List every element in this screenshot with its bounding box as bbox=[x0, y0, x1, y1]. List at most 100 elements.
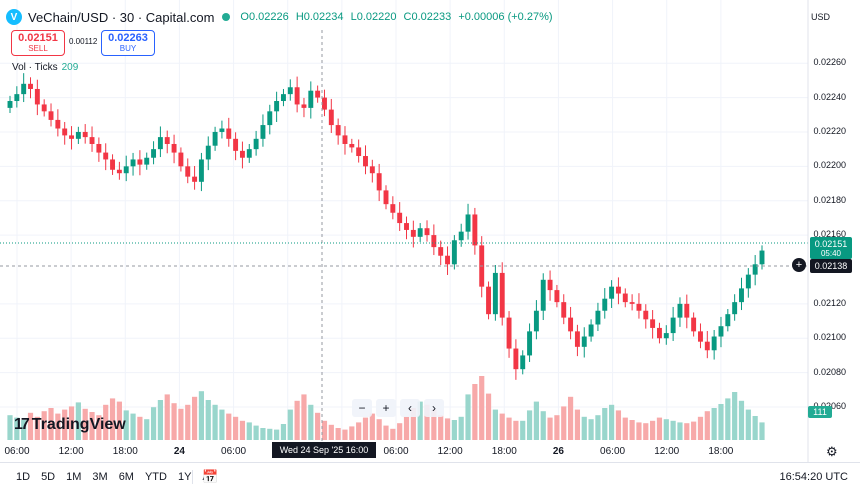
volume-bar bbox=[390, 428, 396, 440]
volume-legend[interactable]: Vol · Ticks 209 bbox=[12, 62, 78, 73]
range-1y[interactable]: 1Y bbox=[177, 471, 192, 483]
candle bbox=[219, 120, 225, 139]
close-value: C0.02233 bbox=[403, 11, 452, 23]
price-tick-label: 0.02180 bbox=[813, 194, 846, 205]
candle bbox=[280, 88, 286, 107]
range-all[interactable]: All bbox=[202, 471, 215, 483]
range-6m[interactable]: 6M bbox=[118, 471, 134, 483]
range-1m[interactable]: 1M bbox=[66, 471, 82, 483]
volume-bar bbox=[55, 413, 61, 440]
candle-body bbox=[144, 157, 150, 165]
candle bbox=[110, 154, 116, 175]
volume-bar bbox=[150, 407, 157, 440]
candle bbox=[684, 294, 690, 329]
price-tick-label: 0.02080 bbox=[813, 366, 846, 377]
candle bbox=[212, 126, 218, 151]
utc-clock[interactable]: 16:54:20 UTC bbox=[779, 471, 848, 483]
scroll-left-button[interactable]: ‹ bbox=[400, 399, 420, 417]
candle-body bbox=[759, 250, 765, 265]
candle bbox=[274, 91, 280, 122]
candle-body bbox=[383, 190, 389, 205]
candle-body bbox=[711, 336, 717, 351]
volume-bar bbox=[89, 412, 95, 440]
candle-body bbox=[178, 152, 184, 167]
change-value: +0.00006 (+0.27%) bbox=[458, 11, 553, 23]
sell-button[interactable]: 0.02151 SELL bbox=[11, 30, 65, 56]
candle-body bbox=[55, 119, 61, 129]
candle bbox=[123, 155, 129, 182]
candle bbox=[397, 202, 403, 231]
buy-button[interactable]: 0.02263 BUY bbox=[101, 30, 155, 56]
candle bbox=[527, 323, 533, 362]
range-5d[interactable]: 5D bbox=[41, 471, 56, 483]
vechain-logo-icon: V bbox=[6, 9, 22, 25]
candle-body bbox=[581, 336, 587, 347]
time-tick-label: 06:00 bbox=[600, 446, 626, 457]
time-tick-label: 18:00 bbox=[112, 446, 138, 457]
candle-body bbox=[103, 152, 109, 160]
candle-body bbox=[116, 169, 122, 174]
currency-label[interactable]: USD bbox=[810, 12, 830, 22]
candle bbox=[533, 300, 539, 340]
candle-body bbox=[308, 90, 314, 108]
candle-body bbox=[458, 231, 464, 241]
volume-bar bbox=[479, 376, 485, 440]
time-tick-label: 26 bbox=[552, 446, 564, 457]
volume-bar bbox=[609, 404, 615, 440]
candle-body bbox=[294, 87, 300, 105]
candlesticks bbox=[7, 73, 765, 380]
volume-bar bbox=[574, 409, 581, 440]
calendar-icon[interactable]: 📅 bbox=[202, 469, 219, 484]
candle-body bbox=[718, 326, 724, 337]
volume-bar bbox=[335, 428, 341, 440]
volume-bar bbox=[622, 417, 628, 440]
candle bbox=[14, 86, 20, 108]
volume-bar bbox=[417, 401, 423, 440]
zoom-out-button[interactable]: − bbox=[352, 399, 372, 417]
zoom-in-button[interactable]: + bbox=[376, 399, 396, 417]
candle bbox=[451, 235, 457, 270]
range-3m[interactable]: 3M bbox=[92, 471, 108, 483]
volume-bar bbox=[506, 417, 512, 440]
candle-body bbox=[7, 101, 13, 108]
volume-bar bbox=[328, 424, 334, 440]
candle-body bbox=[656, 327, 662, 339]
plus-circle-icon[interactable]: + bbox=[792, 258, 806, 272]
price-tick-label: 0.02100 bbox=[813, 332, 846, 343]
candle-body bbox=[192, 176, 198, 182]
candle-body bbox=[89, 137, 95, 144]
candle bbox=[233, 132, 239, 161]
range-1d[interactable]: 1D bbox=[16, 471, 31, 483]
candle-body bbox=[684, 303, 690, 318]
candle bbox=[96, 137, 102, 162]
scroll-right-button[interactable]: › bbox=[424, 399, 444, 417]
volume-bars bbox=[7, 376, 765, 440]
gear-icon[interactable]: ⚙ bbox=[826, 444, 838, 459]
candle-body bbox=[650, 319, 656, 328]
time-tick-label: 18:00 bbox=[491, 446, 517, 457]
candle bbox=[568, 306, 574, 340]
candle-body bbox=[390, 204, 396, 213]
bar-countdown: 05:40 bbox=[820, 248, 842, 258]
symbol-title[interactable]: VeChain/USD · 30 · Capital.com bbox=[28, 9, 215, 25]
volume-bar bbox=[656, 417, 663, 440]
volume-bar bbox=[157, 400, 163, 440]
candle bbox=[89, 126, 95, 152]
volume-bar bbox=[561, 406, 567, 440]
tradingview-logo[interactable]: 17 TradingView bbox=[14, 416, 126, 434]
candle bbox=[574, 324, 580, 357]
volume-bar bbox=[144, 419, 150, 440]
candle-body bbox=[233, 138, 239, 151]
volume-bar bbox=[431, 409, 437, 440]
candle-body bbox=[363, 156, 368, 167]
volume-bar bbox=[759, 422, 765, 440]
time-tick-label: 18:00 bbox=[708, 446, 734, 457]
candle bbox=[752, 255, 758, 286]
candle-body bbox=[21, 83, 27, 95]
buy-label: BUY bbox=[119, 44, 137, 53]
candle bbox=[349, 138, 355, 153]
candle bbox=[622, 288, 628, 308]
range-ytd[interactable]: YTD bbox=[144, 471, 167, 483]
candle-body bbox=[486, 286, 492, 315]
